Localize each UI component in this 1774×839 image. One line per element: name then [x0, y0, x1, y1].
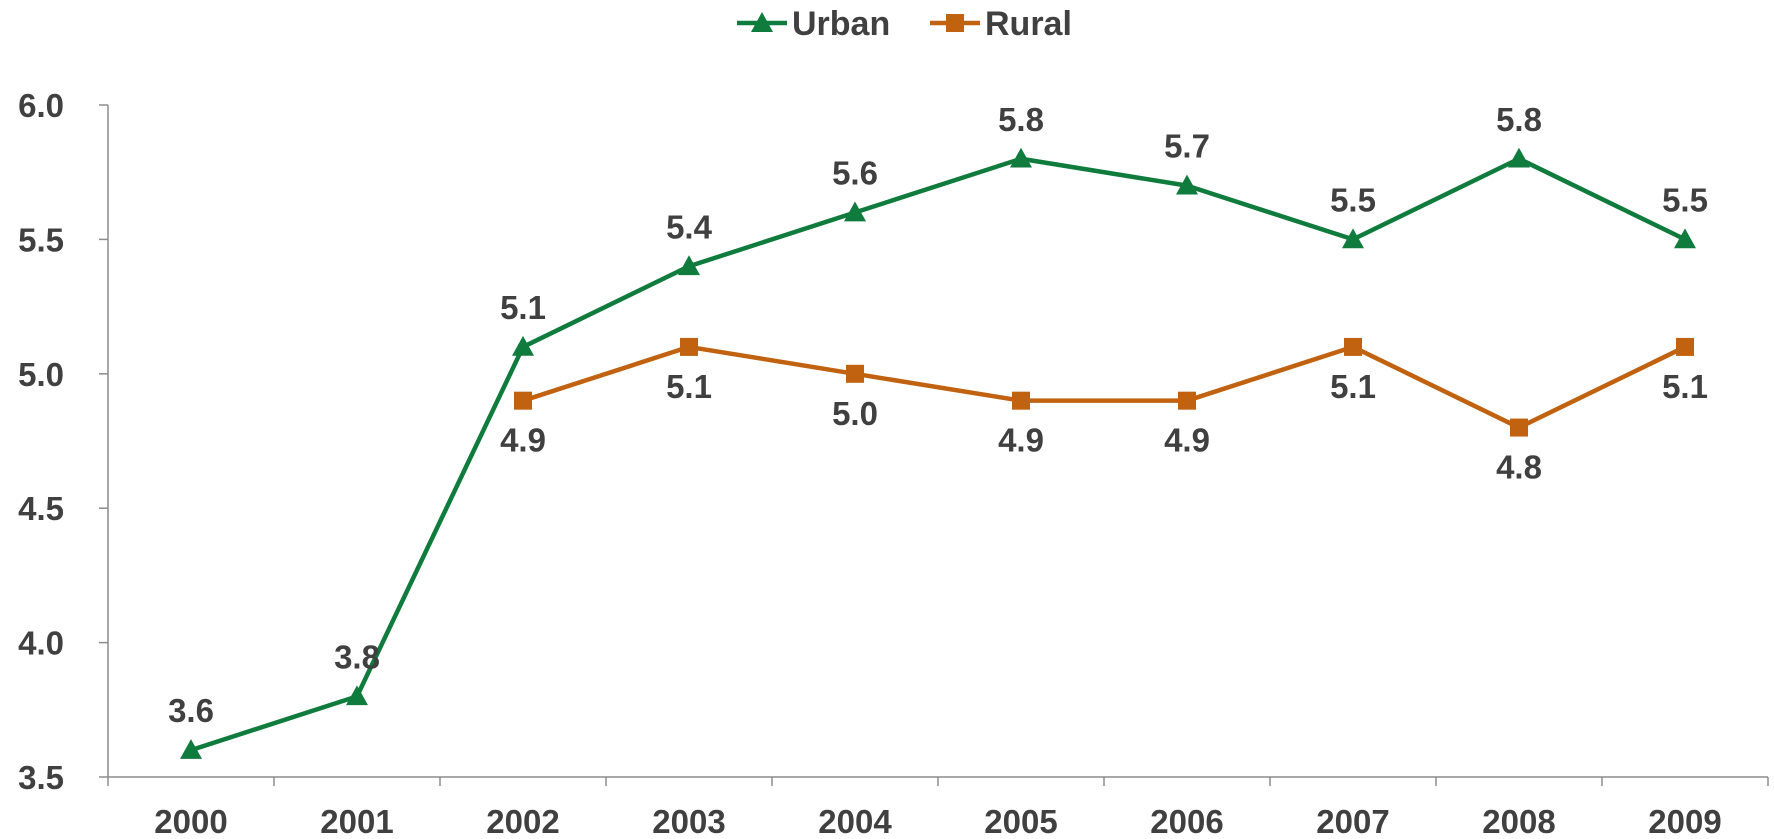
- rural-data-label: 5.1: [666, 368, 712, 405]
- x-tick-label: 2004: [818, 803, 892, 839]
- rural-point: [846, 364, 864, 383]
- urban-data-label: 5.6: [832, 155, 878, 192]
- rural-data-label: 5.1: [1330, 368, 1376, 405]
- x-tick-label: 2005: [984, 803, 1057, 839]
- rural-data-label: 5.1: [1662, 368, 1708, 405]
- x-tick-label: 2008: [1482, 803, 1555, 839]
- rural-data-label: 4.8: [1496, 449, 1542, 486]
- rural-point: [1344, 337, 1362, 356]
- urban-data-label: 3.6: [168, 692, 214, 729]
- urban-point: [1176, 174, 1198, 195]
- urban-data-label: 5.8: [998, 101, 1044, 138]
- y-tick-label: 5.0: [18, 356, 64, 393]
- urban-point: [346, 685, 368, 706]
- x-tick-label: 2002: [486, 803, 559, 839]
- x-tick-label: 2000: [154, 803, 227, 839]
- x-tick-label: 2001: [320, 803, 393, 839]
- urban-legend-marker: [751, 12, 773, 32]
- x-tick-label: 2007: [1316, 803, 1389, 839]
- y-tick-label: 3.5: [18, 759, 64, 796]
- urban-data-label: 5.1: [500, 289, 546, 326]
- urban-point: [1674, 228, 1696, 249]
- rural-data-label: 5.0: [832, 395, 878, 432]
- rural-point: [680, 337, 698, 356]
- x-tick-label: 2003: [652, 803, 725, 839]
- urban-point: [844, 201, 866, 222]
- y-tick-label: 5.5: [18, 221, 64, 258]
- urban-data-label: 5.5: [1330, 181, 1376, 218]
- urban-point: [1010, 147, 1032, 168]
- y-tick-label: 6.0: [18, 87, 64, 124]
- urban-point: [512, 335, 534, 356]
- urban-point: [1342, 228, 1364, 249]
- urban-data-label: 5.7: [1164, 128, 1210, 165]
- series-group: [180, 147, 1696, 759]
- rural-point: [1676, 337, 1694, 356]
- rural-legend-label: Rural: [985, 5, 1072, 43]
- urban-point: [180, 739, 202, 759]
- urban-legend-label: Urban: [792, 5, 890, 43]
- rural-point: [1178, 391, 1196, 410]
- urban-point: [1508, 147, 1530, 168]
- rural-data-label: 4.9: [998, 422, 1044, 459]
- urban-point: [678, 255, 700, 276]
- data-labels: 3.6 3.8 5.1 5.4 5.6 5.8 5.7 5.5 5.8 5.5 4.9 5.1 5.0 4…: [168, 101, 1708, 729]
- y-tick-label: 4.0: [18, 625, 64, 662]
- legend: Urban Rural: [737, 5, 1072, 43]
- axes: 3.5 4.0 4.5 5.0 5.5 6.0 2000 2001 2002 2003 2004 20…: [18, 87, 1769, 839]
- urban-data-label: 3.8: [334, 638, 380, 675]
- rural-data-label: 4.9: [500, 422, 546, 459]
- rural-data-label: 4.9: [1164, 422, 1210, 459]
- y-tick-label: 4.5: [18, 490, 64, 527]
- rural-point: [1012, 391, 1030, 410]
- urban-data-label: 5.4: [666, 208, 713, 245]
- x-tick-label: 2006: [1150, 803, 1223, 839]
- rural-point: [1510, 418, 1528, 437]
- x-tick-label: 2009: [1648, 803, 1721, 839]
- urban-data-label: 5.8: [1496, 101, 1542, 138]
- urban-series-line: [190, 156, 1686, 753]
- rural-point: [514, 391, 532, 410]
- rural-series-line: [522, 344, 1686, 430]
- rural-legend-marker: [946, 14, 964, 32]
- urban-data-label: 5.5: [1662, 181, 1708, 218]
